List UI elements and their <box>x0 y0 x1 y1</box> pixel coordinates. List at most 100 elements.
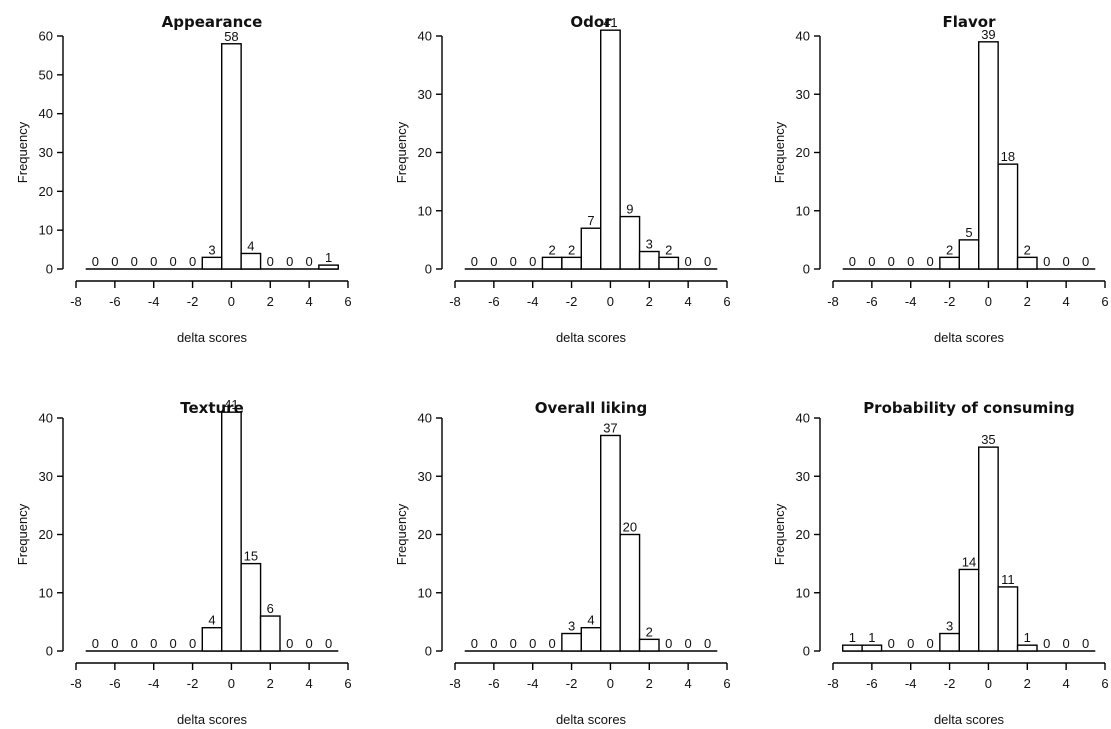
x-tick-label: -2 <box>566 676 578 691</box>
x-tick-label: 6 <box>1101 676 1108 691</box>
x-tick-label: 6 <box>344 676 351 691</box>
x-tick-label: -8 <box>827 676 839 691</box>
y-tick-label: 20 <box>418 145 432 160</box>
bar-count-label: 6 <box>267 601 274 616</box>
bar-count-label: 20 <box>623 520 637 535</box>
bar-count-label: 0 <box>529 254 536 269</box>
histogram-bar <box>638 250 660 270</box>
bar-count-label: 0 <box>1082 636 1089 651</box>
panel-probability-of-consuming: Probability of consuming delta scores Freq… <box>772 399 1109 727</box>
histogram-bar <box>240 252 262 270</box>
histogram-bar <box>619 215 641 270</box>
histogram-bar <box>318 264 339 270</box>
histogram-bar <box>978 41 999 270</box>
bar-count-label: 0 <box>529 636 536 651</box>
x-tick-label: -6 <box>866 676 878 691</box>
x-tick-label: -8 <box>827 294 839 309</box>
bar-count-label: 0 <box>131 636 138 651</box>
bar-count-label: 3 <box>646 237 653 252</box>
x-tick-label: -4 <box>905 676 917 691</box>
histogram-bar <box>958 568 980 652</box>
bar-count-label: 0 <box>665 636 672 651</box>
bar-count-label: 15 <box>244 549 258 564</box>
x-tick-label: 0 <box>985 676 992 691</box>
bar-count-label: 0 <box>549 636 556 651</box>
x-tick-label: 6 <box>723 676 730 691</box>
bar-count-label: 3 <box>946 619 953 634</box>
bar-count-label: 0 <box>907 254 914 269</box>
x-axis-label: delta scores <box>556 330 627 345</box>
x-tick-label: -4 <box>527 294 539 309</box>
x-tick-label: -2 <box>566 294 578 309</box>
bar-count-label: 11 <box>1001 572 1015 587</box>
histogram-bar <box>958 239 980 270</box>
bar-count-label: 0 <box>490 254 497 269</box>
y-tick-label: 30 <box>796 469 810 484</box>
bar-count-label: 1 <box>1024 630 1031 645</box>
bar-count-label: 37 <box>603 420 617 435</box>
panel-title: Odor <box>570 13 612 31</box>
y-tick-label: 50 <box>39 67 53 82</box>
bar-count-label: 0 <box>111 636 118 651</box>
x-tick-label: 6 <box>344 294 351 309</box>
histogram-bar <box>939 256 960 270</box>
x-tick-label: -2 <box>187 294 199 309</box>
y-tick-label: 10 <box>418 585 432 600</box>
y-tick-label: 40 <box>418 411 432 426</box>
histogram-bar <box>638 638 660 652</box>
bar-count-label: 9 <box>626 202 633 217</box>
bar-count-label: 41 <box>603 15 617 30</box>
bar-count-label: 0 <box>150 254 157 269</box>
bar-count-label: 0 <box>306 254 313 269</box>
histogram-bar <box>259 615 281 652</box>
histogram-bar <box>221 411 242 652</box>
histogram-bar <box>1016 644 1038 652</box>
bar-count-label: 0 <box>150 636 157 651</box>
bar-count-label: 0 <box>92 636 99 651</box>
x-tick-label: -4 <box>905 294 917 309</box>
bar-count-label: 1 <box>325 250 332 265</box>
histogram-bar <box>997 163 1019 270</box>
bar-count-label: 0 <box>927 636 934 651</box>
histogram-bar <box>561 256 582 270</box>
x-axis-label: delta scores <box>556 712 627 727</box>
bar-count-label: 0 <box>1082 254 1089 269</box>
bar-count-label: 0 <box>490 636 497 651</box>
bar-count-label: 2 <box>946 242 953 257</box>
bar-count-label: 2 <box>568 242 575 257</box>
bar-count-label: 3 <box>208 242 215 257</box>
bar-count-label: 1 <box>849 630 856 645</box>
x-tick-label: 4 <box>685 294 692 309</box>
histogram-bar <box>201 627 223 652</box>
bar-count-label: 7 <box>587 213 594 228</box>
y-tick-label: 30 <box>418 87 432 102</box>
bar-count-label: 0 <box>868 254 875 269</box>
bar-count-label: 0 <box>888 254 895 269</box>
y-tick-label: 40 <box>796 29 810 44</box>
y-tick-label: 40 <box>418 29 432 44</box>
histogram-bar <box>997 586 1019 652</box>
bar-count-label: 0 <box>286 254 293 269</box>
bar-count-label: 35 <box>981 432 995 447</box>
y-tick-label: 0 <box>425 262 432 277</box>
x-tick-label: 2 <box>1024 294 1031 309</box>
bar-count-label: 0 <box>510 636 517 651</box>
panel-title: Probability of consuming <box>863 399 1075 417</box>
bar-count-label: 0 <box>685 636 692 651</box>
histogram-bar <box>842 644 863 652</box>
histogram-bar <box>240 562 262 652</box>
y-axis-label: Frequency <box>15 121 30 183</box>
bar-count-label: 0 <box>92 254 99 269</box>
bar-count-label: 0 <box>685 254 692 269</box>
y-tick-label: 0 <box>46 644 53 659</box>
bar-count-label: 0 <box>286 636 293 651</box>
panel-title: Flavor <box>943 13 997 31</box>
bar-count-label: 3 <box>568 619 575 634</box>
x-tick-label: -6 <box>488 294 500 309</box>
histogram-bar <box>939 632 960 652</box>
x-tick-label: 4 <box>306 294 313 309</box>
y-axis-label: Frequency <box>394 121 409 183</box>
x-tick-label: 4 <box>685 676 692 691</box>
